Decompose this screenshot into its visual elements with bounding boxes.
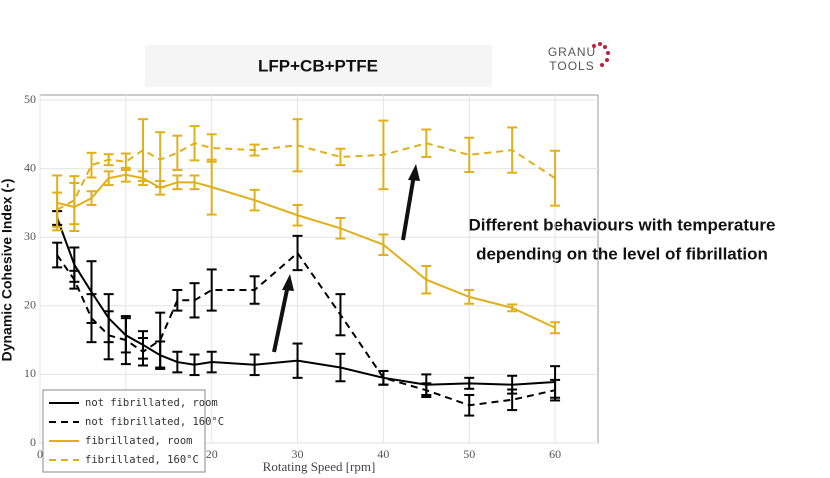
error-bar <box>550 321 561 335</box>
error-bar <box>86 190 97 206</box>
x-tick-label: 20 <box>206 447 218 461</box>
x-tick-label: 30 <box>292 447 304 461</box>
legend-label: not fibrillated, room <box>85 397 218 409</box>
error-bar <box>550 378 561 402</box>
error-bar <box>52 191 63 228</box>
error-bar <box>292 203 303 227</box>
error-bar <box>120 315 131 366</box>
error-bar <box>206 350 217 374</box>
error-bar <box>206 268 217 312</box>
error-bar <box>335 293 346 337</box>
error-bar <box>138 118 149 182</box>
error-bar <box>86 151 97 179</box>
error-bar <box>103 310 114 361</box>
y-tick-label: 40 <box>24 160 36 174</box>
error-bar <box>292 234 303 272</box>
error-bar <box>378 233 389 257</box>
series-line <box>56 173 556 329</box>
error-bar <box>103 153 114 167</box>
error-bar <box>507 303 518 313</box>
error-bar <box>464 393 475 417</box>
x-tick-label: 60 <box>549 447 561 461</box>
error-bar <box>421 265 432 295</box>
error-bar <box>507 388 518 412</box>
title-box <box>145 45 492 87</box>
error-bar <box>52 241 63 269</box>
x-axis-label: Rotating Speed [rpm] <box>263 459 376 474</box>
error-bar <box>378 369 389 386</box>
error-bar <box>249 188 260 212</box>
series-line <box>56 142 556 211</box>
annotation: depending on the level of fibrillation <box>476 244 768 263</box>
error-bar <box>172 134 183 171</box>
error-bar <box>189 125 200 162</box>
chart-title: LFP+CB+PTFE <box>258 56 378 75</box>
y-tick-label: 30 <box>24 229 36 243</box>
legend-label: not fibrillated, 160°C <box>85 416 224 428</box>
error-bar <box>507 126 518 174</box>
error-bar <box>155 311 166 369</box>
logo-dots <box>592 42 610 67</box>
legend-label: fibrillated, 160°C <box>85 454 199 466</box>
y-tick-label: 50 <box>24 92 36 106</box>
error-bar <box>138 337 149 367</box>
legend-label: fibrillated, room <box>85 435 192 447</box>
error-bar <box>249 143 260 157</box>
x-tick-label: 40 <box>377 447 389 461</box>
error-bar <box>189 282 200 319</box>
annotation: Different behaviours with temperature <box>468 215 775 234</box>
y-tick-label: 0 <box>30 435 36 449</box>
logo-text: TOOLS <box>549 59 594 73</box>
error-bar <box>189 353 200 377</box>
error-bar <box>421 382 432 399</box>
arrows <box>272 164 420 353</box>
error-bar <box>421 128 432 158</box>
error-bar <box>103 170 114 187</box>
error-bar <box>206 133 217 163</box>
error-bar <box>249 275 260 305</box>
error-bar <box>120 152 131 171</box>
error-bar <box>249 353 260 377</box>
x-tick-label: 50 <box>463 447 475 461</box>
y-axis-label: Dynamic Cohesive Index (-) <box>0 179 15 362</box>
error-bar <box>335 216 346 240</box>
error-bar <box>189 174 200 191</box>
error-bar <box>69 175 80 226</box>
error-bar <box>378 119 389 191</box>
error-bar <box>292 342 303 379</box>
error-bar <box>172 174 183 191</box>
y-tick-label: 20 <box>24 298 36 312</box>
error-bar <box>550 149 561 207</box>
error-bar <box>335 147 346 167</box>
error-bar <box>292 118 303 173</box>
error-bar <box>335 352 346 383</box>
error-bar <box>86 293 97 344</box>
error-bar <box>464 289 475 305</box>
error-bar <box>155 131 166 189</box>
y-tick-label: 10 <box>24 366 36 380</box>
error-bar <box>172 350 183 374</box>
error-bar <box>464 376 475 390</box>
error-bar <box>172 289 183 312</box>
error-bar <box>464 136 475 174</box>
logo-text: GRANU <box>548 45 596 59</box>
x-tick-label: 0 <box>37 447 43 461</box>
error-bar <box>69 269 80 290</box>
series-line <box>56 217 556 386</box>
